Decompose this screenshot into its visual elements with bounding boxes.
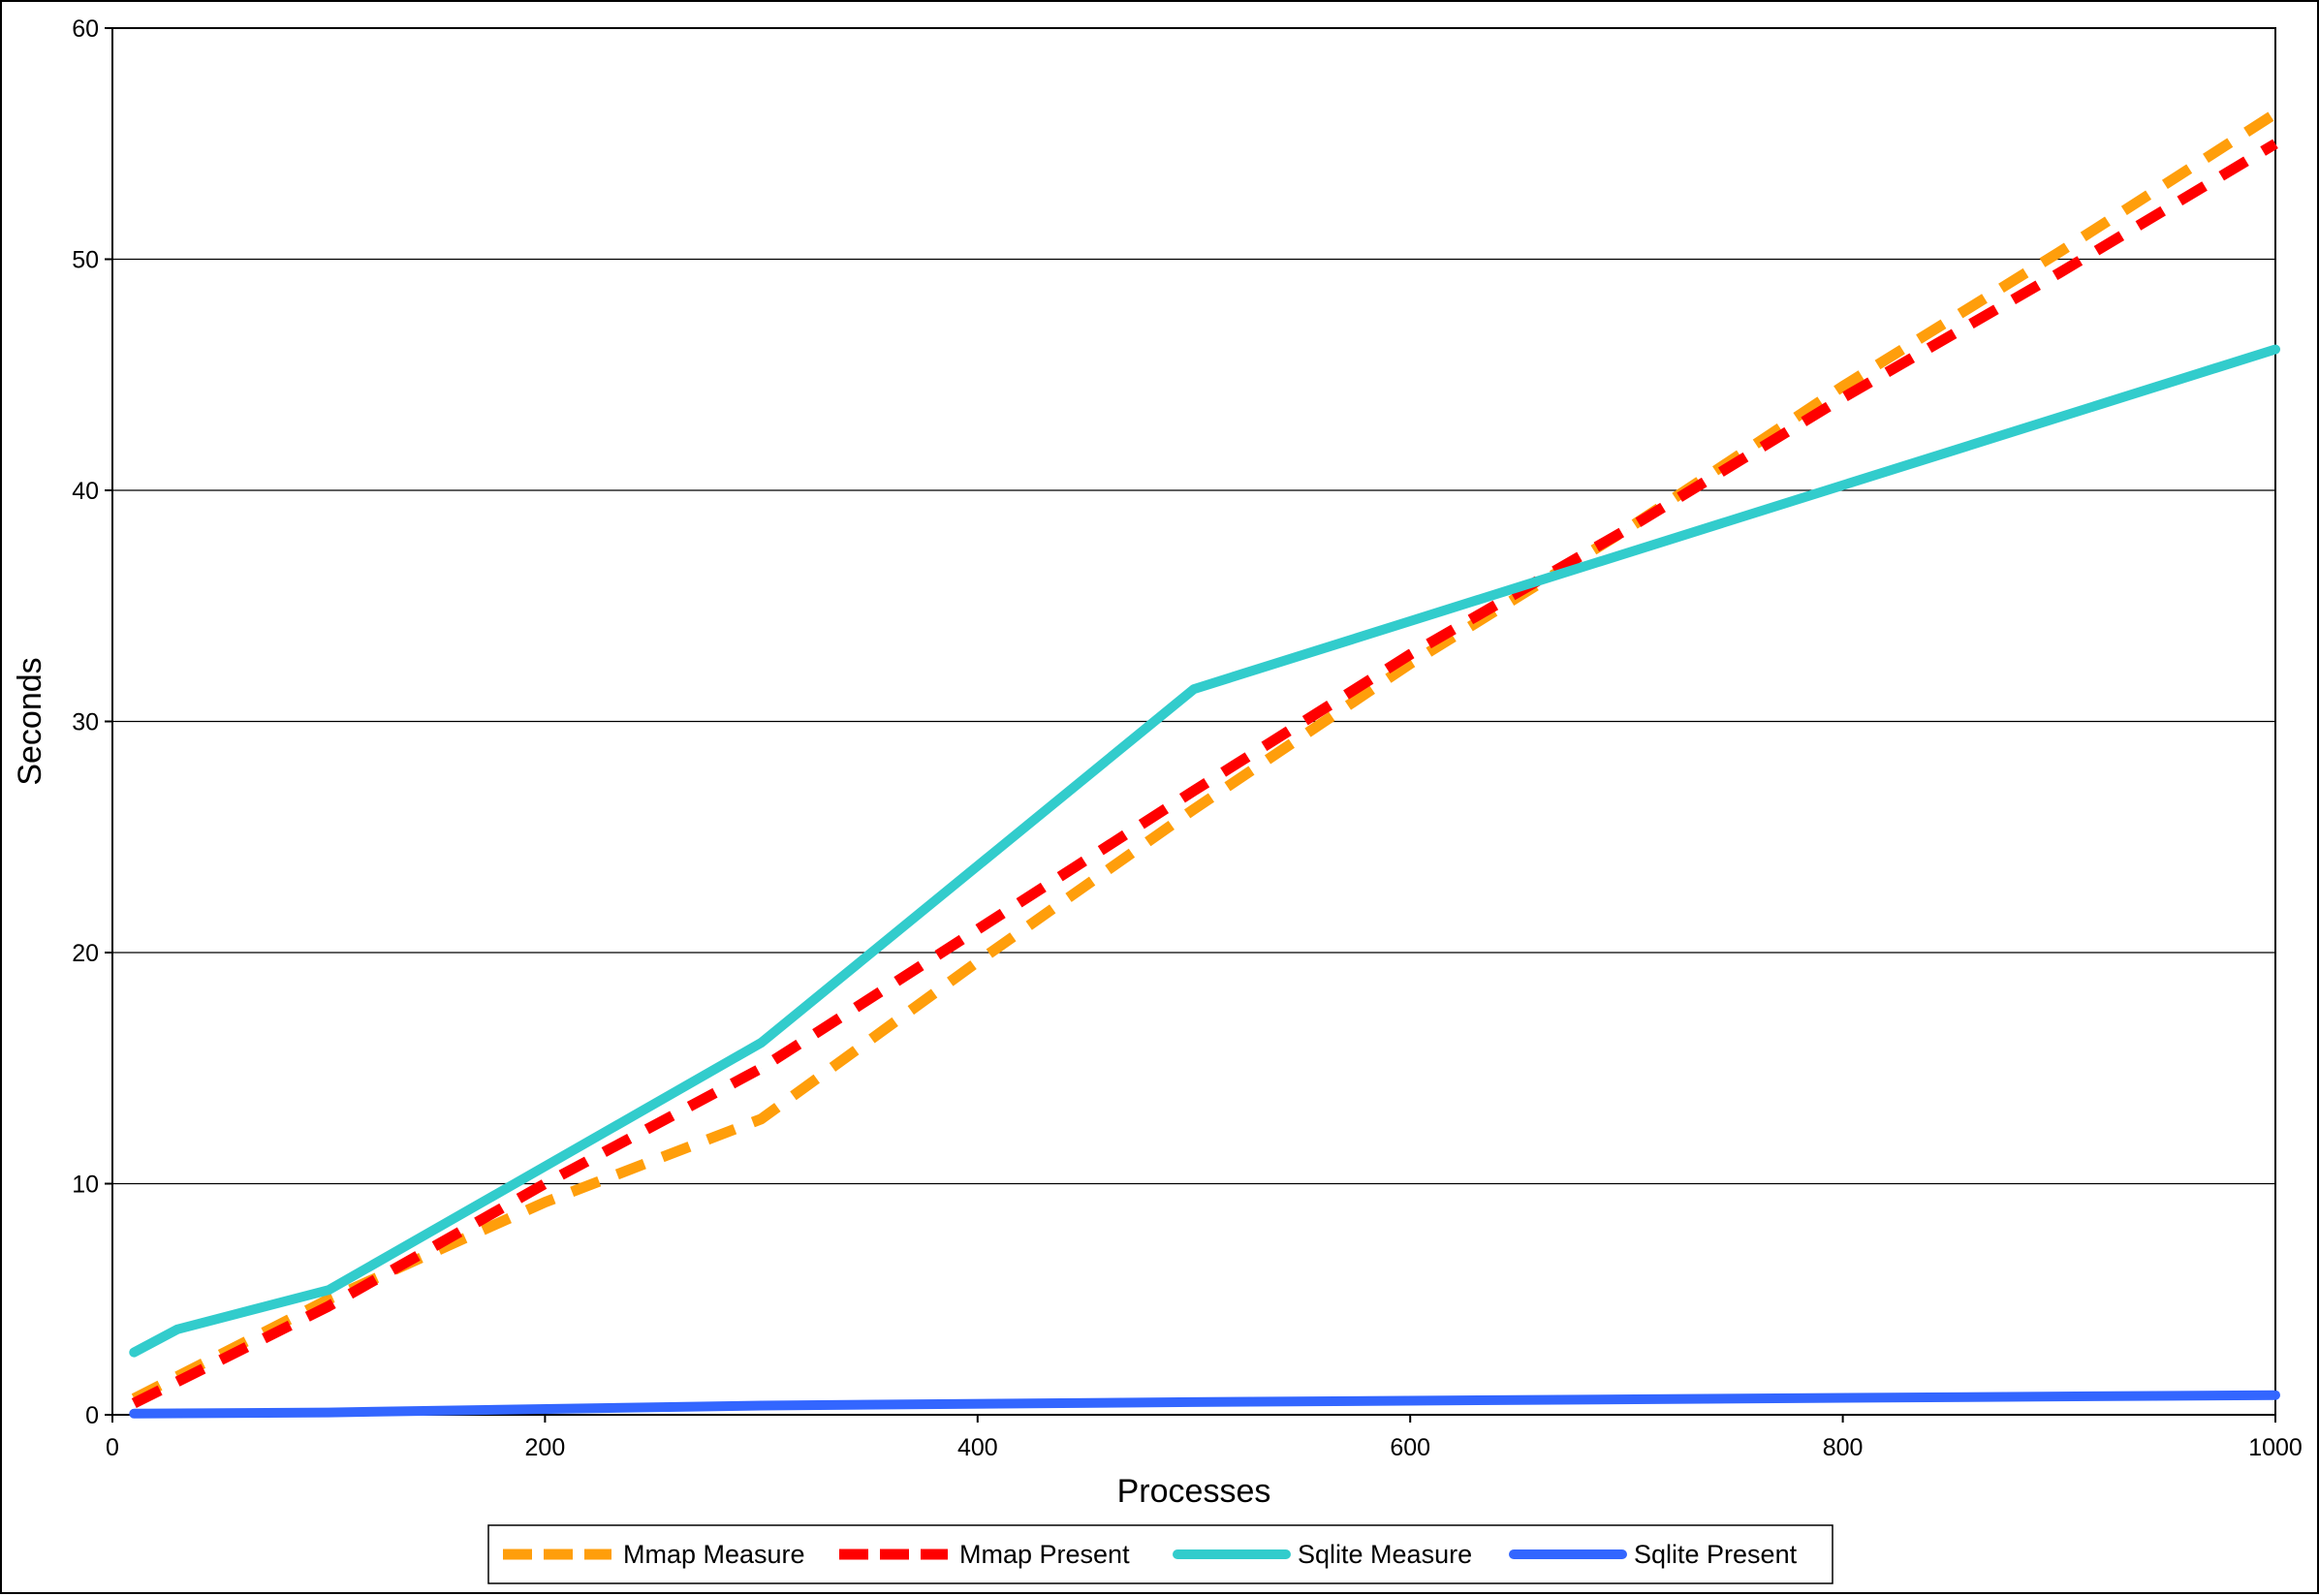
- y-axis-title: Seconds: [12, 657, 48, 785]
- x-tick-label: 800: [1823, 1434, 1864, 1461]
- series-line-sqlite-measure: [134, 350, 2275, 1353]
- legend-label-mmap-present: Mmap Present: [959, 1540, 1130, 1569]
- series-line-mmap-measure: [134, 113, 2275, 1398]
- x-axis-title: Processes: [1117, 1473, 1271, 1510]
- y-tick-label: 10: [72, 1172, 99, 1199]
- y-tick-label: 60: [72, 16, 99, 43]
- x-tick-label: 200: [525, 1434, 566, 1461]
- x-tick-label: 400: [957, 1434, 998, 1461]
- y-tick-label: 40: [72, 478, 99, 505]
- x-tick-label: 0: [106, 1434, 119, 1461]
- x-tick-label: 600: [1390, 1434, 1430, 1461]
- series-line-sqlite-present: [134, 1395, 2275, 1414]
- y-tick-label: 30: [72, 709, 99, 736]
- y-tick-label: 50: [72, 247, 99, 274]
- x-tick-label: 1000: [2248, 1434, 2303, 1461]
- legend-label-sqlite-present: Sqlite Present: [1634, 1540, 1798, 1569]
- legend-label-mmap-measure: Mmap Measure: [623, 1540, 805, 1569]
- legend-label-sqlite-measure: Sqlite Measure: [1298, 1540, 1472, 1569]
- y-tick-label: 0: [85, 1402, 99, 1429]
- y-tick-label: 20: [72, 940, 99, 967]
